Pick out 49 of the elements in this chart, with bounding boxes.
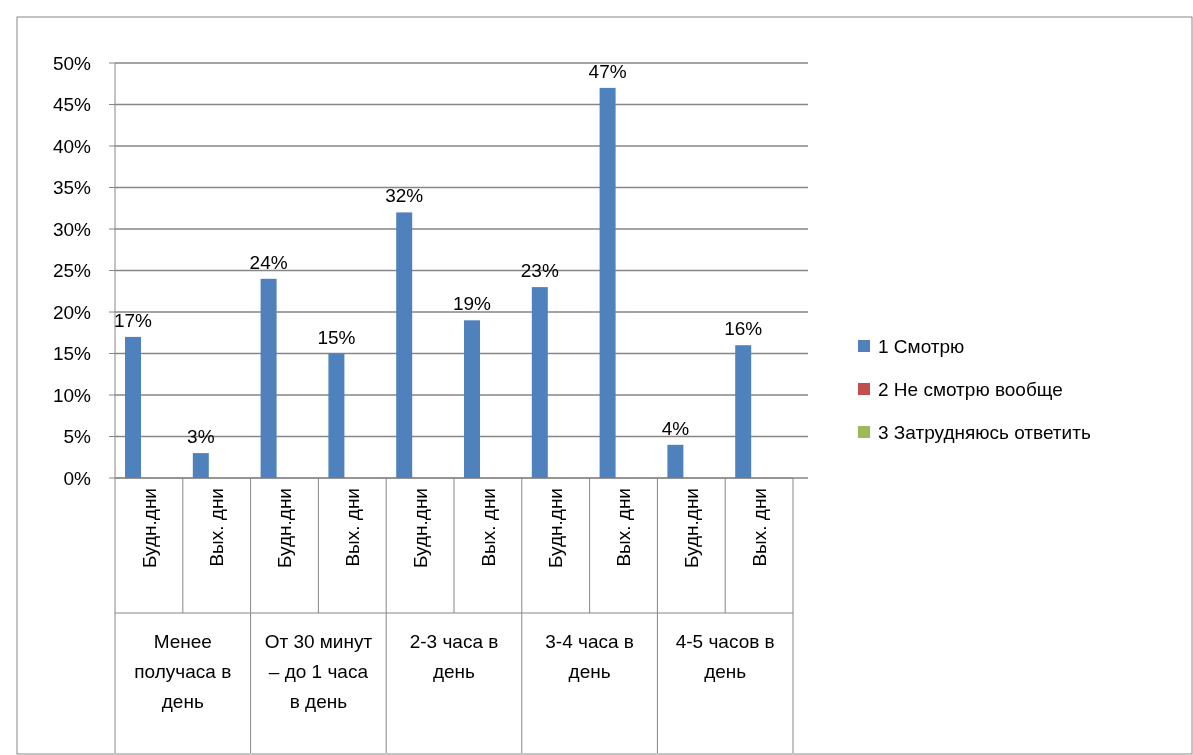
text: 2-3 часа в день bbox=[409, 631, 499, 682]
y-tick-label: 10% bbox=[52, 384, 92, 406]
data-label: 24% bbox=[249, 251, 288, 273]
x-tick-label: Будн.дни bbox=[680, 488, 702, 568]
text: Менее получаса в день bbox=[134, 631, 232, 712]
bar bbox=[531, 287, 548, 478]
data-label: 32% bbox=[385, 185, 424, 207]
text: 3-4 часа в день bbox=[545, 631, 634, 682]
bar bbox=[599, 87, 616, 478]
y-tick-label: 30% bbox=[52, 218, 92, 240]
data-label: 3% bbox=[187, 426, 215, 448]
y-tick-label: 50% bbox=[52, 52, 92, 74]
y-tick-label: 0% bbox=[63, 467, 92, 489]
x-tick-label: Вых. дни bbox=[613, 488, 635, 567]
x-tick-label: Вых. дни bbox=[748, 488, 770, 567]
data-label: 4% bbox=[661, 417, 690, 439]
bar bbox=[735, 345, 752, 478]
text: От 30 минут – до 1 часа в день bbox=[264, 631, 373, 712]
data-label: 23% bbox=[520, 260, 559, 282]
x-tick-label: Будн.дни bbox=[138, 488, 160, 568]
data-label: 15% bbox=[317, 326, 356, 348]
legend-label: 2 Не смотрю вообще bbox=[878, 378, 1063, 400]
bar bbox=[192, 453, 209, 478]
bar bbox=[464, 320, 480, 478]
legend-label: 3 Затрудняюсь ответить bbox=[878, 421, 1091, 443]
y-tick-label: 20% bbox=[52, 301, 92, 323]
text: 4-5 часов в день bbox=[675, 631, 775, 682]
y-tick-label: 15% bbox=[52, 343, 92, 365]
legend-label: 1 Смотрю bbox=[878, 335, 965, 357]
bar bbox=[260, 278, 277, 478]
data-label: 16% bbox=[724, 318, 763, 340]
x-tick-label: Будн.дни bbox=[274, 488, 296, 568]
bar bbox=[328, 353, 345, 478]
y-tick-label: 45% bbox=[52, 94, 92, 116]
bar bbox=[396, 212, 413, 478]
x-tick-label: Вых. дни bbox=[341, 488, 363, 567]
data-label: 17% bbox=[113, 309, 153, 331]
data-label: 19% bbox=[452, 293, 492, 315]
x-tick-label: Вых. дни bbox=[477, 488, 499, 567]
data-label: 47% bbox=[588, 60, 627, 82]
y-tick-label: 5% bbox=[63, 426, 92, 448]
bar bbox=[667, 444, 684, 478]
x-tick-label: Будн.дни bbox=[409, 488, 431, 568]
bar bbox=[125, 336, 141, 478]
y-tick-label: 35% bbox=[52, 177, 92, 199]
y-tick-label: 40% bbox=[52, 135, 92, 157]
x-tick-label: Будн.дни bbox=[545, 488, 567, 568]
x-tick-label: Вых. дни bbox=[206, 488, 228, 567]
y-tick-label: 25% bbox=[52, 260, 92, 282]
